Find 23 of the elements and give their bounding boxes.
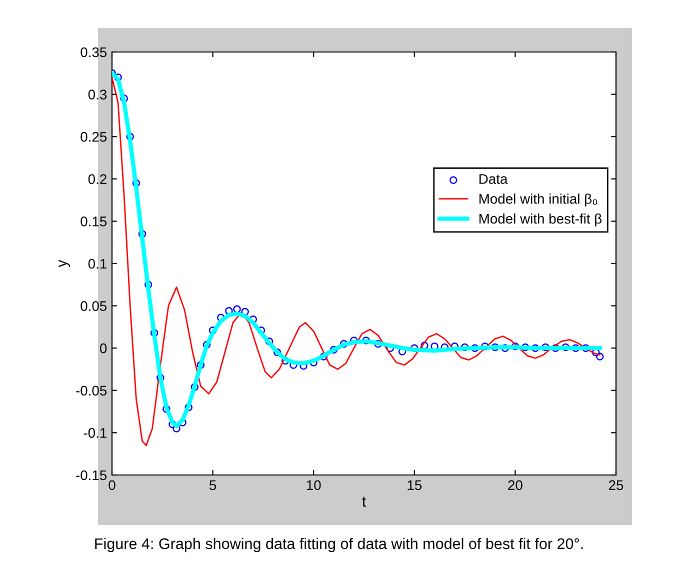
y-tick-label: 0.2 bbox=[88, 174, 106, 184]
y-tick-label: 0.05 bbox=[80, 301, 107, 311]
y-tick-label: 0.25 bbox=[80, 132, 107, 142]
y-tick-label: 0.3 bbox=[88, 90, 107, 100]
y-tick-label: 0.35 bbox=[80, 47, 107, 58]
legend-label: Model with best-fit β bbox=[479, 213, 602, 226]
caption: Figure 4: Graph showing data fitting of data with model of best fit for 20°. bbox=[95, 538, 583, 552]
y-tick-label: 0.15 bbox=[80, 216, 107, 226]
x-tick-label: 15 bbox=[408, 480, 422, 490]
x-axis-title: t bbox=[362, 496, 366, 507]
y-tick-label: -0.15 bbox=[76, 470, 107, 480]
legend-label: Data bbox=[479, 174, 508, 184]
x-tick-label: 0 bbox=[108, 480, 116, 490]
y-tick-label: -0.1 bbox=[84, 428, 106, 438]
x-tick-label: 20 bbox=[508, 480, 522, 490]
x-tick-label: 10 bbox=[306, 480, 321, 490]
legend-label: Model with initial β₀ bbox=[479, 194, 598, 207]
y-tick-label: 0 bbox=[100, 343, 107, 354]
y-tick-label: -0.05 bbox=[76, 386, 107, 396]
x-tick-label: 25 bbox=[608, 480, 624, 490]
y-tick-label: 0.1 bbox=[88, 258, 106, 269]
y-axis-title: y bbox=[58, 260, 70, 268]
x-tick-label: 5 bbox=[209, 480, 216, 490]
